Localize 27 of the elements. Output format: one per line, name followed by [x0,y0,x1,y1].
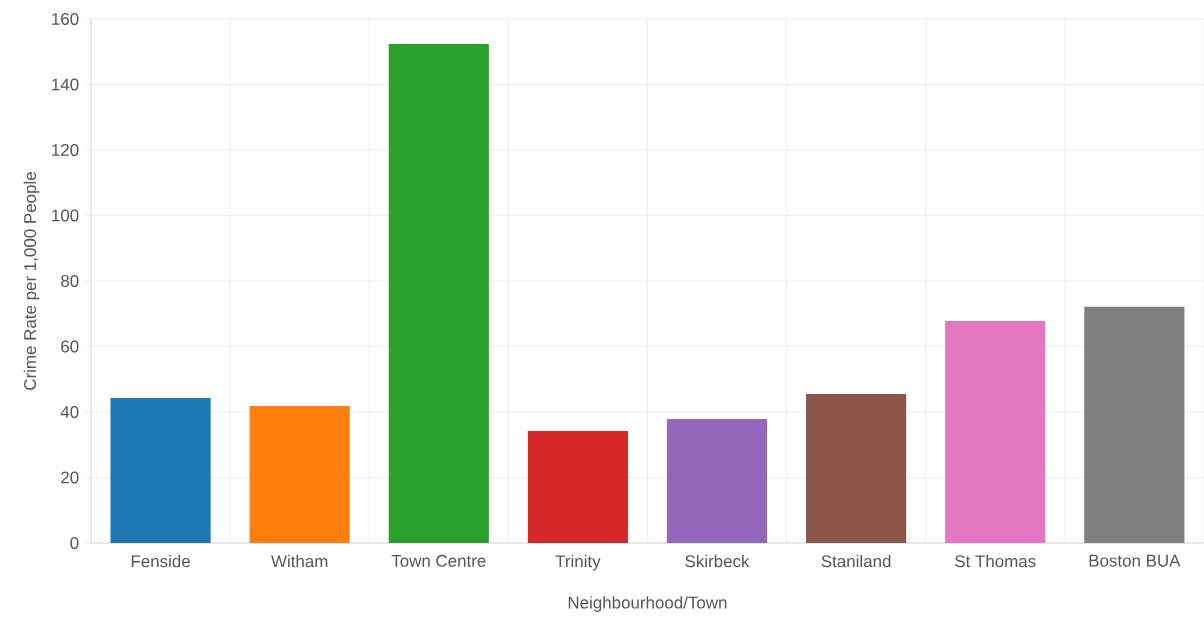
bar [945,320,1046,543]
bar [527,430,628,543]
y-tick-label: 20 [61,471,79,484]
y-tick-label: 140 [52,78,79,91]
x-tick-label: Skirbeck [685,554,750,568]
bar [249,406,350,543]
bar [666,418,768,543]
y-tick-label: 120 [52,144,79,156]
x-tick-label: Witham [271,554,328,568]
bar [110,397,211,543]
y-tick-label: 80 [61,275,79,287]
y-tick-label: 40 [60,406,79,418]
bar [806,393,907,543]
x-tick-label: Fenside [131,554,190,568]
y-tick-label: 0 [70,537,79,549]
y-tick-label: 100 [52,209,79,222]
y-axis-title: Crime Rate per 1,000 People [23,172,40,390]
bar [388,43,489,543]
y-tick-label: 160 [52,13,79,25]
x-tick-label: Staniland [821,554,891,568]
x-tick-label: St Thomas [955,554,1036,568]
bar [1084,306,1185,543]
x-tick-label: Boston BUA [1089,554,1181,567]
x-tick-label: Trinity [555,554,601,571]
x-tick-label: Town Centre [391,554,486,567]
y-tick-label: 60 [61,340,79,353]
x-axis-title: Neighbourhood/Town [568,596,727,612]
